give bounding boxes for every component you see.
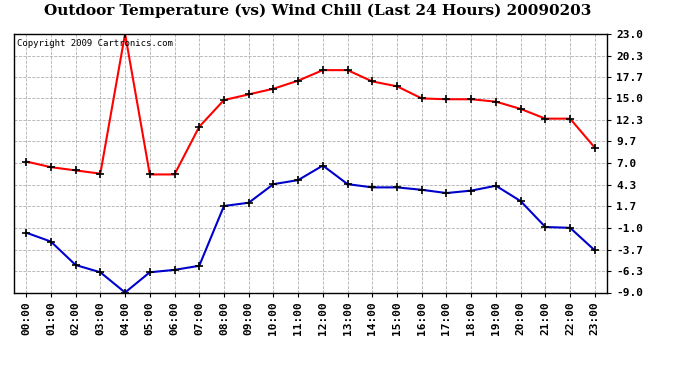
Text: Outdoor Temperature (vs) Wind Chill (Last 24 Hours) 20090203: Outdoor Temperature (vs) Wind Chill (Las… <box>43 4 591 18</box>
Text: Copyright 2009 Cartronics.com: Copyright 2009 Cartronics.com <box>17 39 172 48</box>
